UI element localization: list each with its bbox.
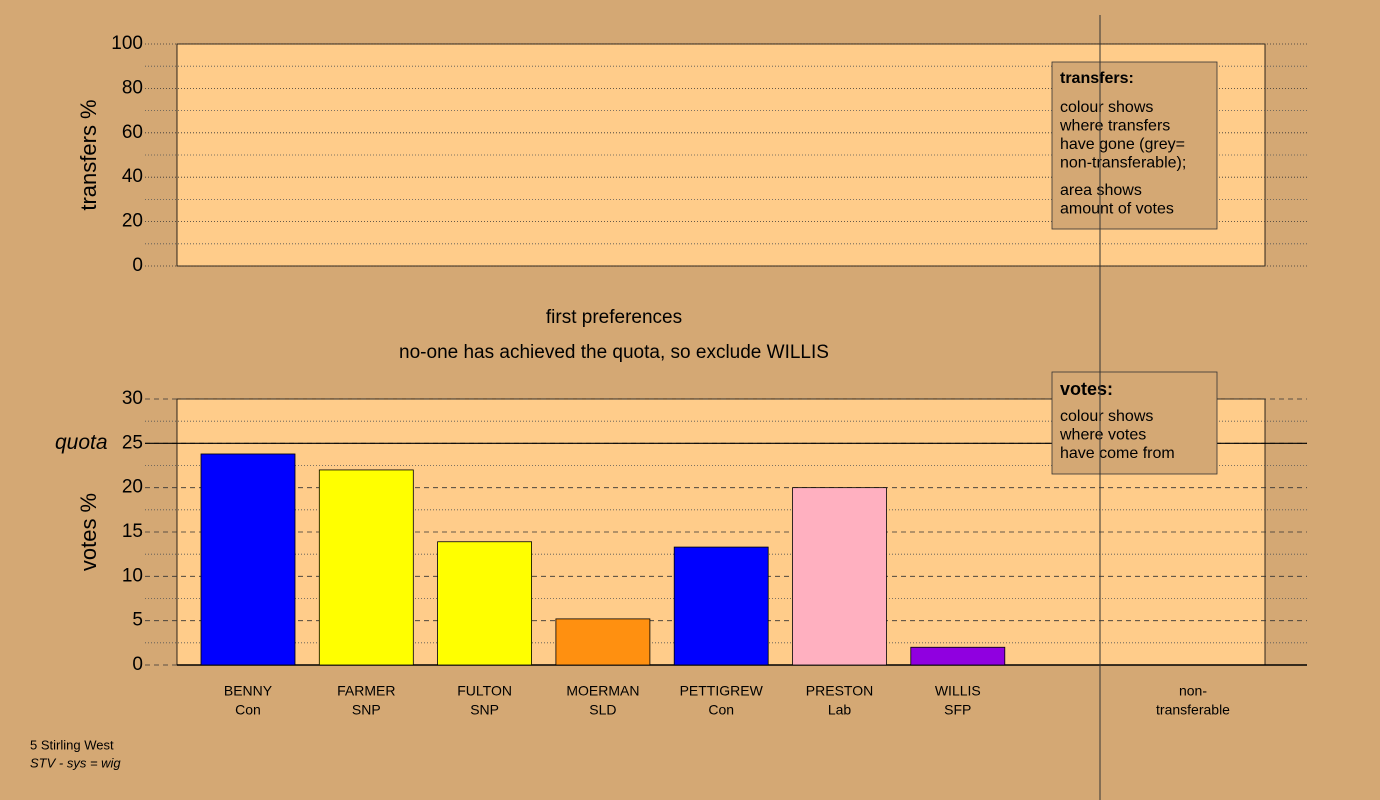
legend-box [1051, 61, 1218, 230]
x-tick-label: transferable [1156, 702, 1230, 718]
x-tick-label: MOERMAN [566, 683, 639, 699]
footer-line: 5 Stirling West [30, 737, 114, 752]
legend-text: have gone (grey= [1060, 136, 1185, 153]
x-tick-sublabel: Lab [828, 702, 852, 718]
bar [318, 469, 414, 666]
legend-text: area shows [1060, 182, 1142, 199]
chart-title: first preferences [546, 307, 682, 328]
bar [200, 453, 296, 666]
x-tick-label: non- [1179, 683, 1207, 699]
y-tick-label: 5 [132, 610, 143, 631]
x-tick-label: WILLIS [935, 683, 981, 699]
y-tick-label: 20 [122, 211, 143, 232]
y-axis-label: transfers % [76, 99, 101, 210]
footer-line: STV - sys = wig [30, 755, 121, 770]
legend-text: where transfers [1059, 118, 1170, 135]
legend-title: transfers: [1060, 70, 1134, 87]
bar [910, 646, 1006, 666]
y-tick-label: 0 [132, 654, 143, 675]
bar [673, 546, 769, 666]
bar [555, 618, 651, 666]
y-tick-label: 0 [132, 255, 143, 276]
quota-label: quota [55, 431, 108, 454]
legend-text: colour shows [1060, 99, 1153, 116]
legend-box [1051, 371, 1218, 475]
legend-title: votes: [1060, 379, 1113, 399]
x-tick-sublabel: SNP [470, 702, 499, 718]
legend-text: where votes [1059, 427, 1146, 444]
y-tick-label: 15 [122, 521, 143, 542]
x-tick-sublabel: Con [235, 702, 261, 718]
x-tick-label: PETTIGREW [680, 683, 764, 699]
bar [437, 541, 533, 666]
legend-text: amount of votes [1060, 201, 1174, 218]
x-tick-sublabel: SFP [944, 702, 971, 718]
y-tick-label: 40 [122, 166, 143, 187]
x-tick-label: FARMER [337, 683, 395, 699]
x-tick-label: FULTON [457, 683, 512, 699]
legend-text: have come from [1060, 445, 1175, 462]
y-tick-label: 10 [122, 565, 143, 586]
y-tick-label: 30 [122, 388, 143, 409]
y-tick-label: 25 [122, 432, 143, 453]
x-tick-sublabel: SLD [589, 702, 616, 718]
legend-text: colour shows [1060, 408, 1153, 425]
x-tick-label: BENNY [224, 683, 273, 699]
y-tick-label: 60 [122, 122, 143, 143]
y-tick-label: 80 [122, 77, 143, 98]
bar [792, 487, 887, 666]
x-tick-sublabel: Con [708, 702, 734, 718]
chart-subtitle: no-one has achieved the quota, so exclud… [399, 342, 829, 363]
legend-text: non-transferable); [1060, 155, 1186, 172]
x-tick-label: PRESTON [806, 683, 873, 699]
x-tick-sublabel: SNP [352, 702, 381, 718]
y-tick-label: 20 [122, 477, 143, 498]
y-tick-label: 100 [111, 33, 143, 54]
y-axis-label: votes % [76, 493, 101, 571]
